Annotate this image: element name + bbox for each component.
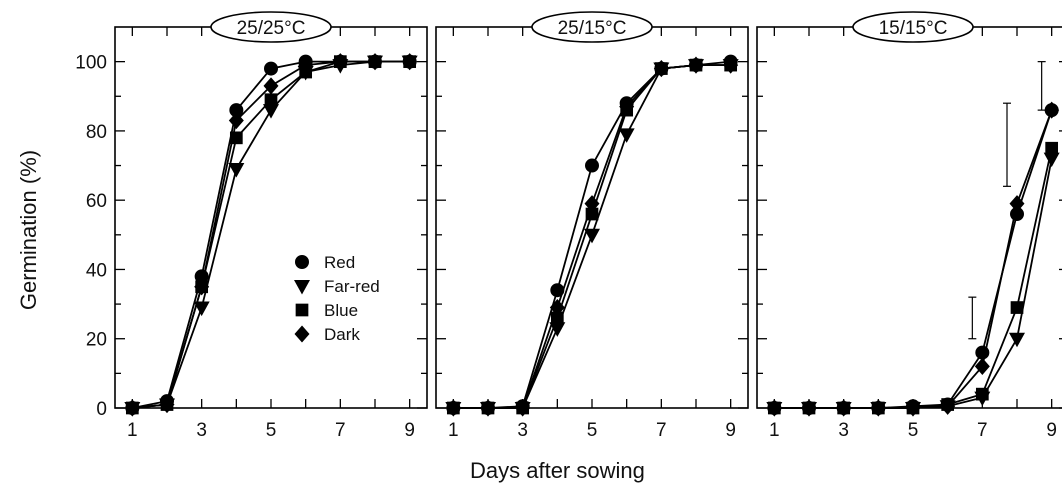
y-tick-label: 40 (86, 260, 107, 281)
y-axis-label: Germination (%) (14, 110, 44, 350)
x-tick-label: 7 (977, 420, 988, 441)
panel-title: 25/15°C (558, 18, 627, 39)
x-tick-label: 3 (838, 420, 849, 441)
series-line-far-red (774, 158, 1053, 409)
data-point-dark (549, 298, 565, 317)
panel-title-ellipse (852, 11, 974, 43)
data-point-dark (619, 98, 635, 116)
data-point-dark (367, 53, 383, 71)
legend-label: Red (324, 253, 355, 272)
x-tick-label: 1 (448, 420, 459, 441)
data-point-dark (836, 399, 852, 417)
data-point-dark (766, 399, 782, 417)
data-point-dark (653, 60, 669, 78)
data-point-blue (975, 387, 989, 401)
data-point-dark (332, 53, 348, 71)
data-point-far-red (228, 162, 245, 178)
data-point-dark (263, 77, 279, 95)
data-point-dark (870, 399, 886, 417)
x-tick-label: 9 (1046, 420, 1057, 441)
legend-marker (294, 279, 310, 295)
series-line-red (774, 109, 1053, 409)
data-point-red (264, 61, 278, 76)
data-point-dark (940, 397, 956, 415)
legend-marker (295, 255, 309, 269)
data-point-dark (124, 399, 140, 417)
x-tick-label: 3 (517, 420, 528, 441)
data-point-blue (229, 131, 243, 145)
legend: Red Far-red Blue Dark (294, 253, 380, 344)
data-point-dark (584, 195, 600, 213)
x-tick-label: 9 (404, 420, 415, 441)
data-point-far-red (1009, 332, 1025, 348)
data-point-far-red (584, 228, 600, 244)
x-tick-label: 3 (196, 420, 207, 441)
legend-label: Dark (324, 325, 360, 344)
legend-marker (294, 325, 310, 343)
data-point-dark (801, 399, 817, 417)
data-point-dark (159, 395, 175, 414)
x-tick-label: 5 (266, 420, 277, 441)
panel-title-ellipse (210, 11, 332, 43)
data-point-dark (480, 399, 496, 417)
x-tick-label: 1 (127, 420, 138, 441)
data-point-far-red (1043, 152, 1060, 168)
panel-title: 25/25°C (237, 18, 306, 39)
data-point-dark (228, 111, 244, 130)
data-point-dark (1009, 195, 1025, 213)
panel-title: 15/15°C (879, 18, 948, 39)
data-point-blue (1010, 301, 1024, 314)
data-point-far-red (618, 128, 635, 143)
series-line-dark (774, 109, 1053, 409)
data-point-dark (905, 399, 921, 417)
y-axis-label-text: Germination (%) (16, 149, 41, 311)
data-point-dark (688, 56, 704, 74)
data-point-blue (264, 93, 278, 107)
data-point-dark (194, 278, 210, 296)
series-line-blue (774, 148, 1053, 409)
data-point-dark (445, 399, 461, 417)
x-axis-label: Days after sowing (470, 458, 645, 483)
data-point-dark (298, 56, 314, 74)
legend-label: Blue (324, 301, 358, 320)
panel-2: 1 3 5 7 9 25/15°C (435, 11, 749, 441)
legend-label: Far-red (324, 277, 380, 296)
y-tick-label: 0 (96, 399, 107, 420)
y-tick-label: 80 (86, 122, 107, 143)
x-tick-label: 5 (908, 420, 919, 441)
x-tick-label: 1 (769, 420, 780, 441)
panel-1: 1 3 5 7 9 0 20 40 60 80 100 25/25°C (75, 11, 428, 441)
x-tick-label: 5 (587, 420, 598, 441)
legend-marker (295, 303, 309, 317)
y-tick-label: 20 (86, 330, 107, 351)
panel-title-ellipse (531, 11, 653, 43)
data-point-dark (402, 53, 418, 71)
data-point-dark (974, 357, 990, 375)
data-point-dark (1044, 101, 1060, 119)
x-tick-label: 7 (656, 420, 667, 441)
y-tick-label: 100 (75, 53, 107, 74)
data-point-dark (723, 56, 739, 74)
y-tick-label: 60 (86, 191, 107, 212)
data-point-dark (515, 399, 531, 417)
data-point-far-red (193, 301, 210, 317)
x-tick-label: 7 (335, 420, 346, 441)
x-tick-label: 9 (725, 420, 736, 441)
panel-3: 1 3 5 7 9 15/15°C (756, 11, 1062, 441)
data-point-blue (1045, 141, 1059, 155)
data-point-red (585, 158, 599, 173)
